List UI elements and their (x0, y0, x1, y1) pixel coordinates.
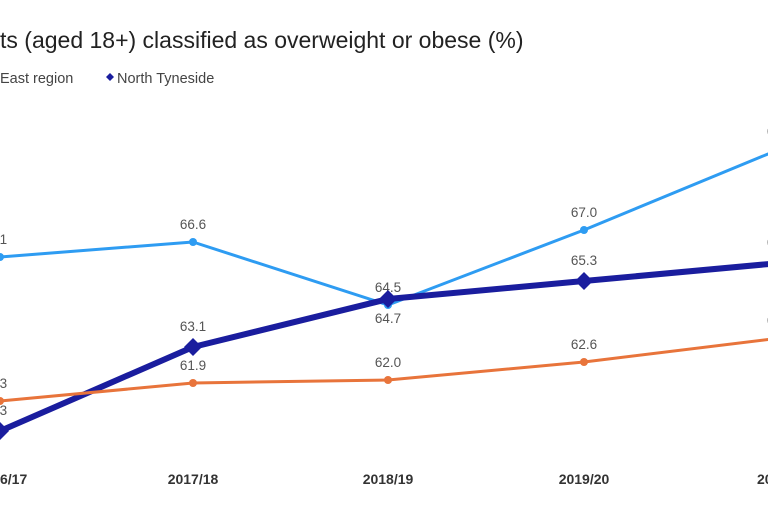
legend-label-east-region: East region (0, 71, 73, 87)
data-point-orange (0, 397, 4, 405)
data-label-light: 66.1 (0, 232, 7, 247)
x-axis: 6/17 2017/18 2018/19 2019/20 202 (0, 471, 768, 487)
x-tick-label: 2018/19 (363, 471, 414, 487)
data-point-light (189, 238, 197, 246)
chart-title: ts (aged 18+) classified as overweight o… (0, 27, 524, 53)
legend: East region North Tyneside (0, 71, 214, 87)
data-label-light: 64.5 (375, 280, 401, 295)
data-point-dark (0, 422, 9, 440)
data-label-light: 67.0 (571, 205, 597, 220)
data-point-orange (384, 376, 392, 384)
data-label-dark: 63.1 (180, 319, 206, 334)
x-tick-label: 2019/20 (559, 471, 610, 487)
data-point-light (0, 253, 4, 261)
data-point-dark (379, 290, 397, 308)
data-label-dark: 64.7 (375, 311, 401, 326)
data-label-light: 66.6 (180, 217, 206, 232)
data-point-orange (580, 358, 588, 366)
data-label-orange: 61.9 (180, 358, 206, 373)
data-label-dark: 65.3 (571, 253, 597, 268)
data-label-orange: 61.3 (0, 376, 7, 391)
data-point-dark (575, 272, 593, 290)
data-label-light: 69.7 (767, 124, 768, 139)
data-label-orange: 63.4 (767, 313, 768, 328)
data-label-dark: 65.9 (767, 235, 768, 250)
data-label-orange: 62.0 (375, 355, 401, 370)
x-tick-label: 2017/18 (168, 471, 219, 487)
data-label-dark: 60.3 (0, 403, 7, 418)
legend-label-north-tyneside: North Tyneside (117, 71, 214, 87)
x-tick-label: 202 (757, 471, 768, 487)
data-label-orange: 62.6 (571, 337, 597, 352)
data-point-light (580, 226, 588, 234)
data-point-orange (189, 379, 197, 387)
plot-area: 66.1 66.6 64.5 67.0 69.7 60.3 63.1 64.7 65.3 65.9… (0, 124, 768, 440)
x-tick-label: 6/17 (0, 471, 27, 487)
data-point-dark (184, 338, 202, 356)
legend-marker-north-tyneside (106, 73, 114, 81)
